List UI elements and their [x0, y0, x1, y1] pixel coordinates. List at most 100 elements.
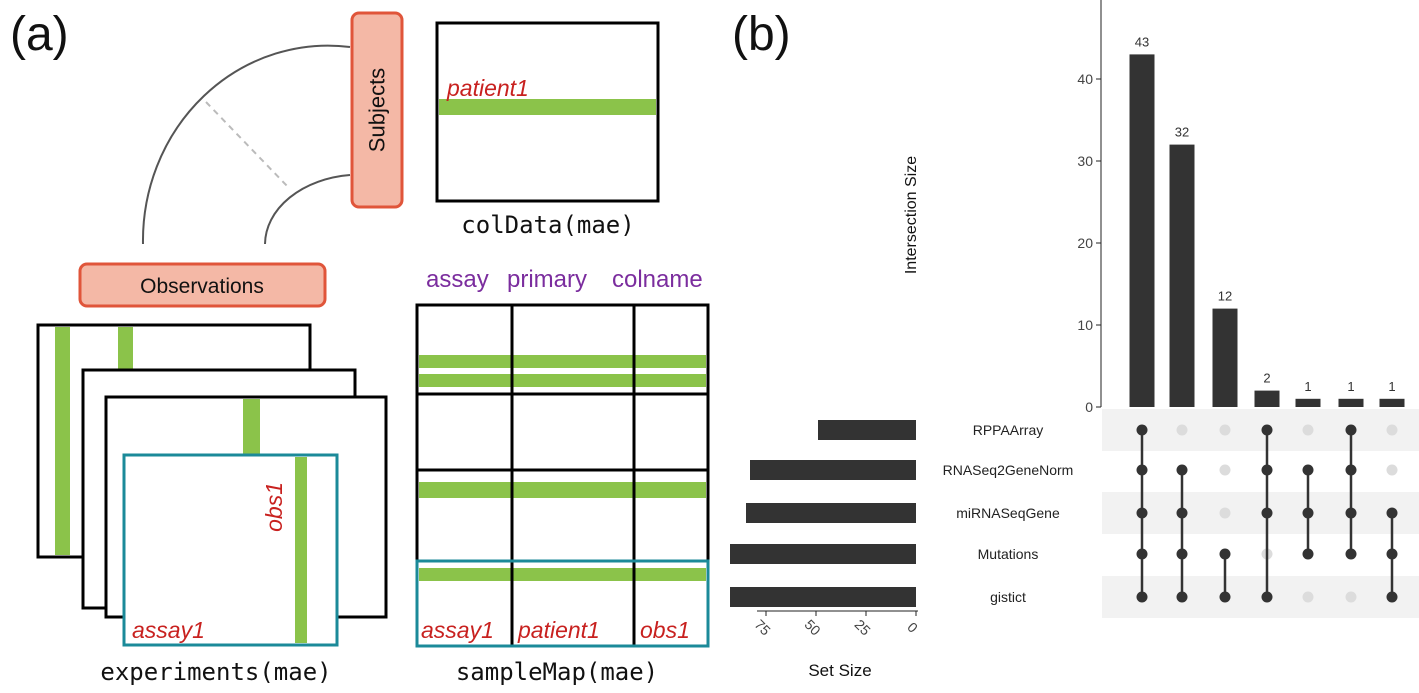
matrix-row-band	[1102, 492, 1419, 534]
matrix-dot-filled	[1345, 424, 1357, 436]
matrix-dot-empty	[1219, 507, 1231, 519]
matrix-dot-filled	[1136, 464, 1148, 476]
intersection-bar	[1129, 54, 1155, 408]
matrix-dot-filled	[1176, 548, 1188, 560]
matrix-dot-filled	[1345, 464, 1357, 476]
samplemap-highlight-row-1	[419, 355, 706, 368]
bar-value-label: 12	[1218, 289, 1232, 304]
matrix-row-band	[1102, 576, 1419, 618]
coldata-row-highlight	[439, 99, 656, 115]
experiment-1-column	[55, 327, 70, 555]
matrix-dot-filled	[1261, 464, 1273, 476]
bar-value-label: 1	[1388, 379, 1395, 394]
matrix-dot-filled	[1345, 548, 1357, 560]
y-axis-title: Intersection Size	[903, 156, 920, 274]
bar-value-label: 32	[1175, 125, 1189, 140]
coldata-row-label: patient1	[446, 75, 529, 101]
matrix-dot-filled	[1386, 548, 1398, 560]
samplemap-highlight-row-3	[419, 482, 706, 498]
intersection-bar	[1212, 308, 1238, 407]
samplemap-header-primary: primary	[507, 266, 587, 293]
matrix-dot-filled	[1176, 464, 1188, 476]
bar-value-label: 1	[1304, 379, 1311, 394]
matrix-dot-filled	[1261, 424, 1273, 436]
samplemap-header-assay: assay	[426, 266, 489, 293]
observations-label: Observations	[140, 275, 264, 298]
matrix-dot-filled	[1219, 548, 1231, 560]
intersection-bar	[1379, 398, 1405, 407]
matrix-dot-empty	[1345, 591, 1357, 603]
samplemap-cell-primary: patient1	[517, 617, 600, 643]
matrix-dot-filled	[1386, 591, 1398, 603]
set-size-bar	[730, 544, 916, 564]
panel-b-label: (b)	[732, 8, 791, 61]
set-size-title: Set Size	[808, 661, 871, 680]
y-tick-label: 0	[1085, 399, 1093, 415]
matrix-dot-empty	[1176, 424, 1188, 436]
intersection-bar	[1169, 144, 1195, 407]
intersection-bar	[1338, 398, 1364, 407]
matrix-dot-filled	[1136, 507, 1148, 519]
samplemap-assay1-outline	[415, 559, 710, 648]
matrix-dot-filled	[1136, 591, 1148, 603]
experiments-caption: experiments(mae)	[100, 658, 331, 686]
samplemap-caption: sampleMap(mae)	[456, 658, 658, 686]
matrix-dot-filled	[1136, 424, 1148, 436]
observations-box	[78, 262, 327, 308]
matrix-dot-filled	[1176, 591, 1188, 603]
matrix-dot-empty	[1386, 464, 1398, 476]
matrix-dot-empty	[1219, 424, 1231, 436]
intersection-bar	[1254, 390, 1280, 407]
matrix-dot-filled	[1345, 507, 1357, 519]
y-tick-label: 10	[1077, 317, 1093, 333]
outer-arc	[141, 44, 351, 245]
matrix-dot-empty	[1386, 424, 1398, 436]
matrix-row-band	[1102, 409, 1419, 451]
matrix-dot-filled	[1176, 507, 1188, 519]
matrix-dot-filled	[1136, 548, 1148, 560]
samplemap-highlight-row-2	[419, 374, 706, 387]
samplemap-cell-colname: obs1	[640, 617, 690, 643]
set-label: Mutations	[978, 546, 1039, 562]
obs1-label: obs1	[261, 482, 287, 532]
set-size-bar	[746, 503, 916, 523]
bar-value-label: 43	[1135, 34, 1149, 49]
y-tick-label: 30	[1077, 153, 1093, 169]
matrix-dot-filled	[1302, 507, 1314, 519]
assay1-obs-column	[295, 457, 307, 643]
set-label: RPPAArray	[973, 422, 1044, 438]
samplemap-highlight-row-4	[419, 568, 706, 581]
samplemap-header-colname: colname	[612, 266, 703, 293]
samplemap-cell-assay: assay1	[421, 617, 494, 643]
y-tick-label: 20	[1077, 235, 1093, 251]
matrix-dot-empty	[1302, 591, 1314, 603]
y-tick-label: 40	[1077, 71, 1093, 87]
matrix-dot-empty	[1219, 464, 1231, 476]
inner-arc	[264, 174, 351, 245]
bar-value-label: 1	[1347, 379, 1354, 394]
matrix-dot-filled	[1386, 507, 1398, 519]
set-label: gistict	[990, 589, 1026, 605]
subjects-box	[350, 11, 404, 209]
set-size-tick-label: 75	[752, 616, 774, 638]
set-size-tick-label: 50	[802, 616, 824, 638]
matrix-dot-filled	[1302, 464, 1314, 476]
subjects-label: Subjects	[365, 68, 390, 152]
dashed-link	[205, 101, 290, 189]
matrix-dot-filled	[1261, 507, 1273, 519]
set-label: miRNASeqGene	[956, 505, 1060, 521]
upset-plot: 0 10 20 30 40 Intersection Size 43 32 12 2 1 1 1 RPPA…	[730, 0, 1419, 680]
intersection-bar	[1295, 398, 1321, 407]
set-label: RNASeq2GeneNorm	[943, 462, 1074, 478]
set-size-bar	[818, 420, 916, 440]
panel-a-label: (a)	[10, 8, 69, 61]
set-size-tick-label: 25	[852, 616, 874, 638]
bar-value-label: 2	[1263, 371, 1270, 386]
matrix-dot-filled	[1219, 591, 1231, 603]
matrix-dot-filled	[1302, 548, 1314, 560]
set-size-tick-label: 0	[904, 619, 921, 636]
experiment-1-column-2	[118, 327, 133, 369]
matrix-dot-filled	[1261, 591, 1273, 603]
set-size-bar	[730, 587, 916, 607]
